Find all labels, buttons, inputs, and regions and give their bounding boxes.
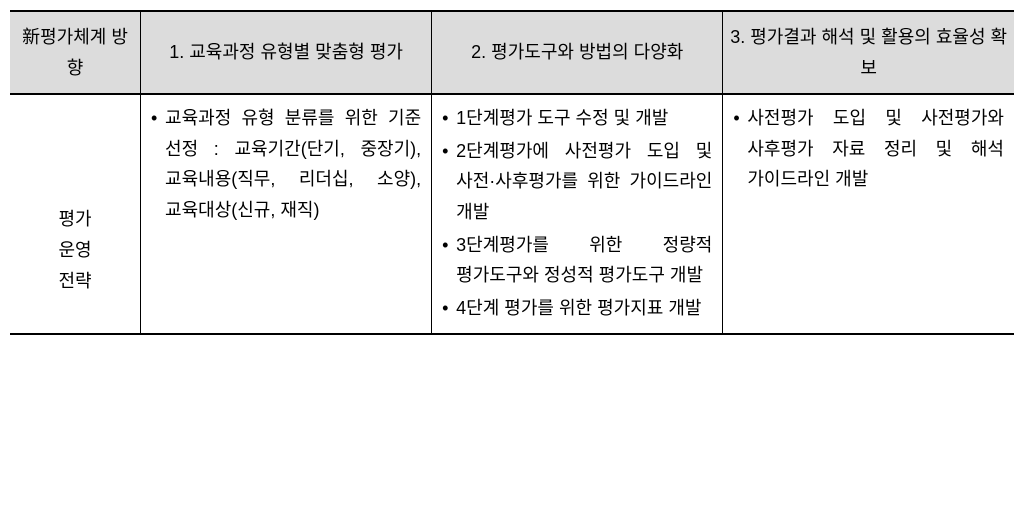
row-label-cell: 평가 운영 전략 [10,94,141,334]
row-label-line3: 전략 [20,266,130,297]
list-item: 3단계평가를 위한 정량적 평가도구와 정성적 평가도구 개발 [442,230,712,291]
list-item: 1단계평가 도구 수정 및 개발 [442,103,712,134]
cell-col1: 교육과정 유형 분류를 위한 기준 선정 : 교육기간(단기, 중장기), 교육… [141,94,432,334]
row-label-line1: 평가 [20,204,130,235]
cell-col3: 사전평가 도입 및 사전평가와 사후평가 자료 정리 및 해석 가이드라인 개발 [723,94,1014,334]
header-col2: 2. 평가도구와 방법의 다양화 [432,11,723,94]
row-label-line2: 운영 [20,235,130,266]
header-col3: 3. 평가결과 해석 및 활용의 효율성 확보 [723,11,1014,94]
list-item: 사전평가 도입 및 사전평가와 사후평가 자료 정리 및 해석 가이드라인 개발 [733,103,1004,195]
header-col1: 1. 교육과정 유형별 맞춤형 평가 [141,11,432,94]
table-row: 평가 운영 전략 교육과정 유형 분류를 위한 기준 선정 : 교육기간(단기,… [10,94,1014,334]
table-header-row: 新평가체계 방향 1. 교육과정 유형별 맞춤형 평가 2. 평가도구와 방법의… [10,11,1014,94]
header-col0: 新평가체계 방향 [10,11,141,94]
bullet-list-col3: 사전평가 도입 및 사전평가와 사후평가 자료 정리 및 해석 가이드라인 개발 [733,103,1004,195]
list-item: 4단계 평가를 위한 평가지표 개발 [442,293,712,324]
evaluation-framework-table: 新평가체계 방향 1. 교육과정 유형별 맞춤형 평가 2. 평가도구와 방법의… [10,10,1014,335]
bullet-list-col1: 교육과정 유형 분류를 위한 기준 선정 : 교육기간(단기, 중장기), 교육… [151,103,421,225]
cell-col2: 1단계평가 도구 수정 및 개발 2단계평가에 사전평가 도입 및 사전·사후평… [432,94,723,334]
list-item: 교육과정 유형 분류를 위한 기준 선정 : 교육기간(단기, 중장기), 교육… [151,103,421,225]
bullet-list-col2: 1단계평가 도구 수정 및 개발 2단계평가에 사전평가 도입 및 사전·사후평… [442,103,712,323]
list-item: 2단계평가에 사전평가 도입 및 사전·사후평가를 위한 가이드라인 개발 [442,136,712,228]
